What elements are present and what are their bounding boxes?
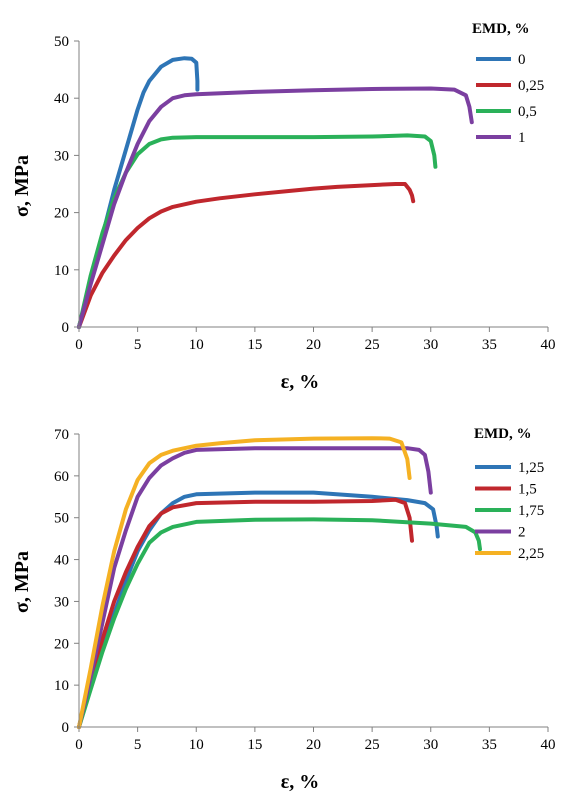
x-tick-label: 5	[134, 337, 142, 353]
legend-label: 0,5	[518, 104, 537, 120]
x-tick-label: 35	[482, 737, 497, 753]
y-tick-label: 50	[54, 511, 69, 527]
y-axis-title: σ, MPa	[11, 155, 33, 217]
series-line-0-25	[77, 182, 416, 329]
x-axis-title: ε, %	[281, 771, 320, 793]
x-ticks: 0 5 10 15 20 25 30 35 40	[75, 327, 556, 353]
y-tick-label: 30	[54, 594, 69, 610]
series-line-1-5	[77, 497, 414, 729]
y-tick-label: 40	[54, 91, 69, 107]
x-tick-label: 10	[189, 337, 204, 353]
y-tick-label: 0	[62, 320, 70, 336]
series-line-1-75	[77, 517, 482, 729]
legend-label: 0	[518, 52, 526, 68]
x-tick-label: 15	[247, 737, 262, 753]
y-tick-label: 50	[54, 34, 69, 50]
y-tick-label: 20	[54, 206, 69, 222]
series-line-1	[77, 86, 474, 329]
y-tick-label: 60	[54, 469, 69, 485]
series-layer	[77, 56, 474, 329]
legend: EMD, % 0 0,25 0,5 1	[472, 21, 544, 146]
x-tick-label: 15	[247, 337, 262, 353]
legend-items: 0 0,25 0,5 1	[476, 52, 544, 146]
legend-items: 1,25 1,5 1,75 2 2,25	[475, 460, 544, 562]
x-ticks: 0 5 10 15 20 25 30 35 40	[75, 727, 556, 753]
legend-label: 1,75	[518, 503, 544, 519]
legend-label: 1,25	[518, 460, 544, 476]
legend-title: EMD, %	[472, 21, 530, 37]
legend-label: 1,5	[518, 482, 537, 498]
series-line-1-25	[77, 490, 440, 729]
x-tick-label: 30	[423, 337, 438, 353]
x-tick-label: 35	[482, 337, 497, 353]
y-axis-title: σ, MPa	[11, 551, 33, 613]
x-tick-label: 25	[365, 737, 380, 753]
legend-label: 2,25	[518, 546, 544, 562]
x-tick-label: 20	[306, 737, 321, 753]
y-tick-label: 20	[54, 636, 69, 652]
y-tick-label: 10	[54, 263, 69, 279]
y-tick-label: 40	[54, 553, 69, 569]
legend-label: 0,25	[518, 78, 544, 94]
legend-label: 1	[518, 130, 526, 146]
y-tick-label: 30	[54, 148, 69, 164]
x-tick-label: 40	[541, 337, 556, 353]
x-tick-label: 20	[306, 337, 321, 353]
legend-title: EMD, %	[474, 426, 532, 442]
chart-bottom: 0 5 10 15 20 25 30 35 40 0 10 20 30 40 50 60 70 ε, % σ,…	[11, 426, 556, 793]
x-tick-label: 40	[541, 737, 556, 753]
legend: EMD, % 1,25 1,5 1,75 2 2,25	[474, 426, 544, 562]
x-tick-label: 0	[75, 737, 83, 753]
x-tick-label: 10	[189, 737, 204, 753]
series-line-2-25	[77, 436, 412, 729]
y-ticks: 0 10 20 30 40 50 60 70	[54, 427, 79, 736]
legend-label: 2	[518, 525, 526, 541]
x-axis-title: ε, %	[281, 371, 320, 393]
x-tick-label: 0	[75, 337, 83, 353]
y-ticks: 0 10 20 30 40 50	[54, 34, 79, 336]
y-tick-label: 70	[54, 427, 69, 443]
x-tick-label: 25	[365, 337, 380, 353]
y-tick-label: 10	[54, 678, 69, 694]
y-tick-label: 0	[62, 720, 70, 736]
x-tick-label: 5	[134, 737, 142, 753]
series-line-2	[77, 446, 433, 729]
series-layer	[77, 436, 482, 729]
x-tick-label: 30	[423, 737, 438, 753]
